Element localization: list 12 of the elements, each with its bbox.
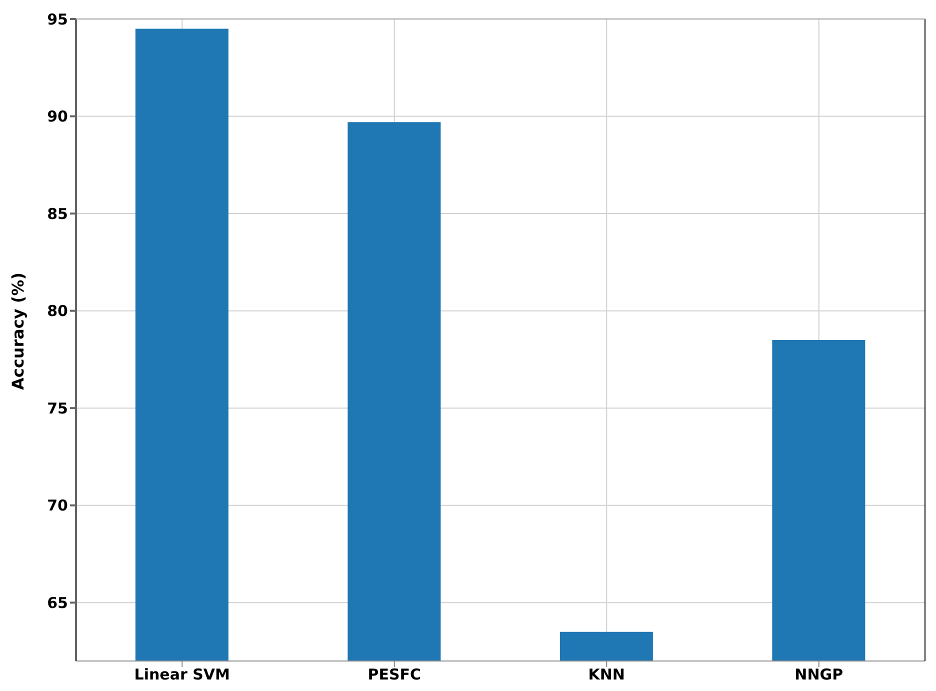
y-tick-label: 75 bbox=[47, 399, 68, 418]
y-tick-label: 85 bbox=[47, 204, 68, 223]
x-tick-label: Linear SVM bbox=[134, 666, 230, 684]
y-tick-label: 65 bbox=[47, 594, 68, 612]
x-tick-label: KNN bbox=[588, 666, 625, 684]
y-tick-label: 70 bbox=[47, 496, 68, 515]
y-tick-label: 80 bbox=[47, 302, 68, 320]
y-tick-label: 95 bbox=[47, 10, 68, 28]
x-tick-label: NNGP bbox=[794, 666, 844, 684]
y-tick-label: 90 bbox=[47, 108, 68, 126]
y-axis-title: Accuracy (%) bbox=[8, 272, 28, 390]
x-tick-label: PESFC bbox=[368, 666, 422, 684]
